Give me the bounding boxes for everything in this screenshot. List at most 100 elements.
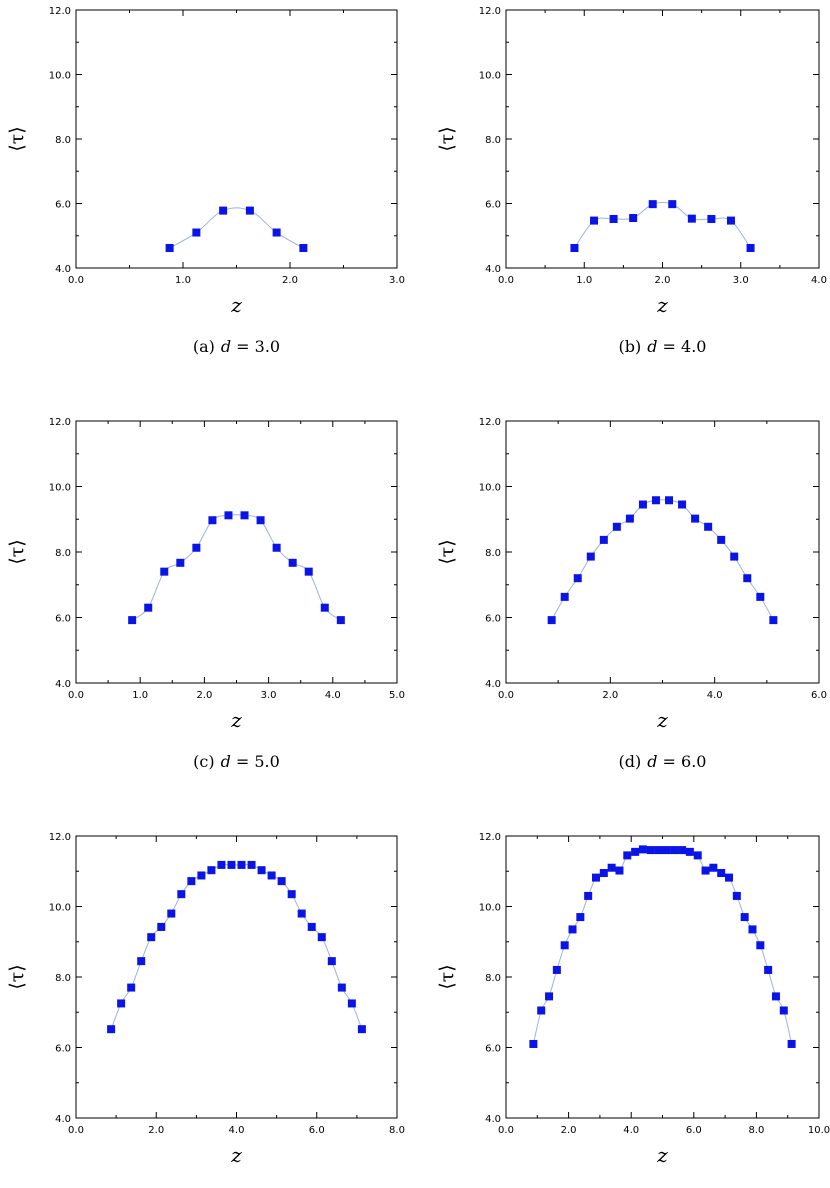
x-axis-label: z <box>230 708 242 732</box>
panel-caption: (c) d = 5.0 <box>193 752 280 771</box>
data-point <box>128 616 137 625</box>
x-tick-label: 2.0 <box>602 690 618 701</box>
y-tick-label: 4.0 <box>55 1114 71 1125</box>
data-point <box>756 941 765 950</box>
data-point <box>277 877 286 886</box>
data-point <box>779 1006 788 1015</box>
caption-value: = 3.0 <box>236 337 280 356</box>
caption-variable: d <box>221 752 231 771</box>
data-point <box>137 957 146 966</box>
x-tick-label: 0.0 <box>498 1125 514 1136</box>
y-tick-label: 4.0 <box>485 1114 501 1125</box>
x-tick-label: 2.0 <box>148 1125 164 1136</box>
data-point <box>320 603 329 612</box>
data-point <box>237 860 246 869</box>
y-tick-label: 10.0 <box>479 903 501 914</box>
data-point <box>607 863 616 872</box>
caption-label: (c) <box>193 752 214 771</box>
data-point <box>615 866 624 875</box>
panel-caption: (b) d = 4.0 <box>619 337 707 356</box>
y-axis-label: ⟨τ⟩ <box>436 126 458 151</box>
data-point <box>787 1039 796 1048</box>
plot-frame <box>75 835 398 1119</box>
data-point <box>224 511 233 520</box>
x-tick-label: 4.0 <box>229 1125 245 1136</box>
x-tick-label: 4.0 <box>707 690 723 701</box>
y-tick-label: 6.0 <box>485 1044 501 1055</box>
data-point <box>297 909 306 918</box>
data-point <box>717 869 726 878</box>
data-point <box>725 873 734 882</box>
data-point <box>144 603 153 612</box>
data-point <box>730 552 739 561</box>
data-point <box>625 514 634 523</box>
data-point <box>127 983 136 992</box>
x-axis-label: z <box>230 1143 242 1167</box>
data-point <box>219 206 228 215</box>
series-line <box>131 514 342 621</box>
y-tick-label: 6.0 <box>485 614 501 625</box>
y-tick-label: 10.0 <box>49 71 71 82</box>
data-point <box>584 891 593 900</box>
caption-label: (d) <box>619 752 642 771</box>
data-point <box>685 847 694 856</box>
data-point <box>227 860 236 869</box>
data-point <box>756 592 765 601</box>
data-point <box>704 522 713 531</box>
data-point <box>165 244 174 253</box>
data-point <box>590 216 599 225</box>
chart-panel-f: 0.0 2.0 4.0 6.0 8.0 10.0 4.0 6.0 8.0 10.0 12.0 z ⟨τ⟩… <box>436 832 830 1188</box>
data-point <box>217 860 226 869</box>
data-point <box>197 871 206 880</box>
data-point <box>208 516 217 525</box>
x-axis-label: z <box>656 708 668 732</box>
data-point <box>678 846 687 855</box>
data-point <box>147 933 156 942</box>
data-point <box>687 214 696 223</box>
data-point <box>693 851 702 860</box>
y-tick-label: 4.0 <box>485 264 501 275</box>
x-tick-label: 3.0 <box>733 275 749 286</box>
caption-variable: d <box>647 337 657 356</box>
data-point <box>245 206 254 215</box>
series-line <box>169 207 304 249</box>
data-point <box>256 516 265 525</box>
x-tick-label: 8.0 <box>748 1125 764 1136</box>
x-tick-label: 2.0 <box>561 1125 577 1136</box>
data-point <box>357 1025 366 1034</box>
y-axis-label: ⟨τ⟩ <box>6 126 28 151</box>
data-point <box>586 552 595 561</box>
plot-frame <box>505 9 820 269</box>
data-point <box>176 558 185 567</box>
data-point <box>599 535 608 544</box>
caption-value: = 4.0 <box>663 337 707 356</box>
x-tick-label: 1.0 <box>175 275 191 286</box>
y-tick-label: 12.0 <box>479 417 501 428</box>
data-point <box>257 866 266 875</box>
y-tick-label: 12.0 <box>479 6 501 17</box>
data-point <box>267 871 276 880</box>
data-point <box>160 567 169 576</box>
data-point <box>746 244 755 253</box>
data-point <box>299 244 308 253</box>
x-tick-label: 2.0 <box>655 275 671 286</box>
data-point <box>691 514 700 523</box>
data-point <box>646 846 655 855</box>
plot-frame <box>75 9 398 269</box>
y-tick-label: 8.0 <box>55 548 71 559</box>
x-tick-label: 0.0 <box>68 275 84 286</box>
y-tick-label: 8.0 <box>485 548 501 559</box>
data-point <box>560 941 569 950</box>
plot-frame <box>505 835 820 1119</box>
y-tick-label: 8.0 <box>485 973 501 984</box>
x-tick-label: 1.0 <box>576 275 592 286</box>
data-point <box>337 983 346 992</box>
y-axis-label: ⟨τ⟩ <box>436 964 458 989</box>
caption-variable: d <box>647 752 657 771</box>
y-tick-label: 4.0 <box>55 679 71 690</box>
chart-panel-a: 0.0 1.0 2.0 3.0 4.0 6.0 8.0 10.0 12.0 z ⟨τ⟩ (a) d = 3… <box>6 6 405 356</box>
series-line <box>574 201 751 249</box>
plot-frame <box>505 420 820 684</box>
data-point <box>272 228 281 237</box>
